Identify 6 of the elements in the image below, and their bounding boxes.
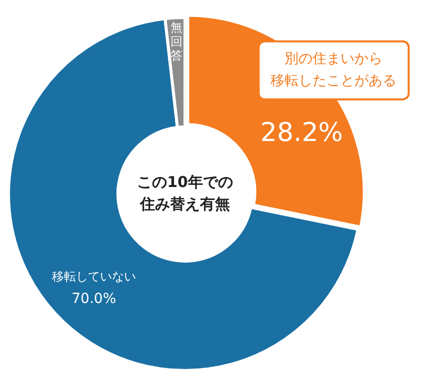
- data-label: 70.0%: [72, 291, 116, 308]
- slice-label: 移転していない: [52, 270, 136, 284]
- slice-label: 無回答: [170, 20, 182, 63]
- text: この10年での住み替え有無: [137, 172, 233, 213]
- slice-label: 別の住まいから移転したことがある: [270, 50, 397, 89]
- data-label: 28.2%: [260, 118, 344, 148]
